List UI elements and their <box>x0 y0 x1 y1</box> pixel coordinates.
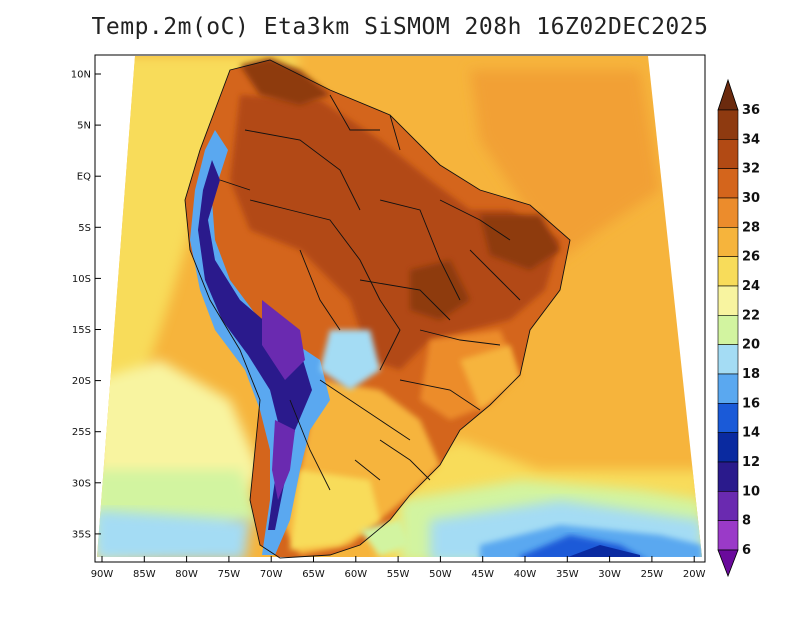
colorbar-label: 34 <box>742 132 760 147</box>
colorbar-label: 22 <box>742 308 760 323</box>
colorbar-label: 12 <box>742 455 760 470</box>
colorbar-label: 10 <box>742 484 760 499</box>
lat-tick-label: 5N <box>77 121 91 132</box>
lon-tick-label: 90W <box>91 569 114 580</box>
colorbar-bin <box>717 491 739 521</box>
lat-tick-label: EQ <box>77 172 91 183</box>
colorbar-bin <box>717 520 739 551</box>
colorbar-label: 6 <box>742 543 751 558</box>
colorbar-label: 30 <box>742 191 760 206</box>
colorbar-bin <box>717 139 739 169</box>
map-title: Temp.2m(oC) Eta3km SiSMOM 208h 16Z02DEC2… <box>91 14 709 40</box>
lon-tick-label: 50W <box>429 569 452 580</box>
lon-tick-label: 30W <box>598 569 621 580</box>
colorbar-bin <box>717 109 739 140</box>
lon-tick-label: 65W <box>302 569 325 580</box>
axes: 10N 5N EQ 5S 10S 15S 20S 25S 30S 35S 90W 85W 80W 75W 7… <box>71 70 706 581</box>
lat-tick-label: 30S <box>72 478 91 489</box>
temperature-field <box>97 56 702 557</box>
lon-tick-label: 80W <box>175 569 198 580</box>
colorbar-top-arrow <box>717 78 739 111</box>
lon-tick-label: 60W <box>344 569 367 580</box>
continent-outline <box>184 59 571 559</box>
colorbar-bin <box>717 373 739 404</box>
colorbar-label: 14 <box>742 426 760 441</box>
colorbar-bin <box>717 432 739 463</box>
colorbar-label: 24 <box>742 279 760 294</box>
colorbar-bin <box>717 285 739 316</box>
lon-tick-label: 75W <box>218 569 241 580</box>
colorbar-bin <box>717 256 739 287</box>
colorbar-bin <box>717 344 739 375</box>
colorbar-label: 26 <box>742 250 760 265</box>
colorbar-bin <box>717 461 739 492</box>
lon-tick-label: 40W <box>514 569 537 580</box>
colorbar-label: 36 <box>742 103 760 118</box>
lon-tick-label: 70W <box>260 569 283 580</box>
colorbar-label: 28 <box>742 220 760 235</box>
lat-tick-label: 35S <box>72 529 91 540</box>
colorbar-label: 16 <box>742 396 760 411</box>
colorbar-bin <box>717 227 739 257</box>
colorbar-label: 18 <box>742 367 760 382</box>
lat-tick-label: 15S <box>72 325 91 336</box>
colorbar-bin <box>717 197 739 228</box>
lat-tick-label: 10S <box>72 274 91 285</box>
colorbar-label: 8 <box>742 514 751 529</box>
colorbar-label: 20 <box>742 338 760 353</box>
lon-tick-label: 85W <box>133 569 156 580</box>
colorbar-bin <box>717 403 739 433</box>
lat-tick-label: 5S <box>78 223 91 234</box>
colorbar: 36 34 32 30 28 26 24 22 20 18 16 14 12 10 8 6 <box>717 78 760 578</box>
colorbar-bottom-arrow <box>717 549 739 578</box>
boundaries <box>184 59 571 559</box>
lat-tick-label: 20S <box>72 376 91 387</box>
colorbar-bin <box>717 168 739 199</box>
lon-tick-label: 25W <box>641 569 664 580</box>
colorbar-label: 32 <box>742 162 760 177</box>
lon-tick-label: 20W <box>683 569 706 580</box>
lat-tick-label: 25S <box>72 427 91 438</box>
lat-tick-label: 10N <box>71 70 91 81</box>
lon-tick-label: 35W <box>556 569 579 580</box>
lon-tick-label: 45W <box>471 569 494 580</box>
lon-tick-label: 55W <box>387 569 410 580</box>
colorbar-bin <box>717 315 739 345</box>
